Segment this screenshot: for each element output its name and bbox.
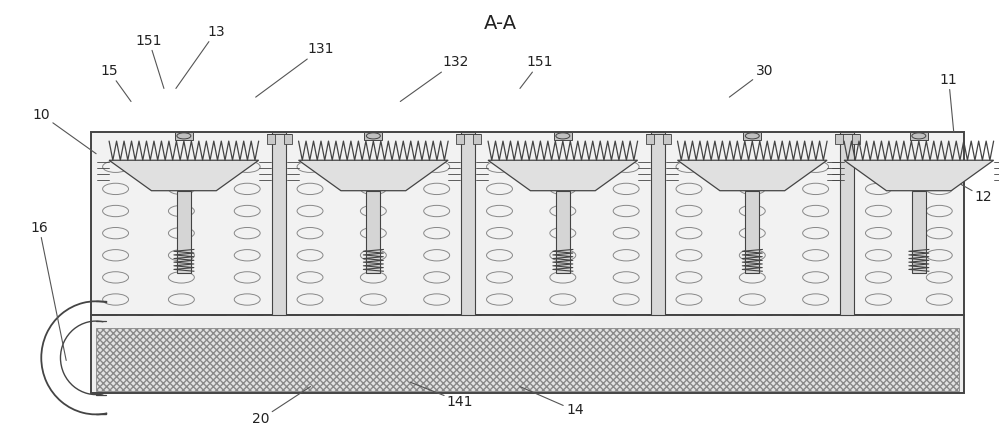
Bar: [461, 132, 475, 315]
Bar: [743, 132, 761, 140]
Bar: [910, 132, 928, 140]
Text: 20: 20: [252, 387, 311, 426]
Bar: [91, 132, 964, 315]
Text: 11: 11: [940, 73, 958, 132]
Bar: [646, 134, 654, 144]
Text: 10: 10: [32, 108, 96, 154]
Text: 16: 16: [30, 221, 66, 360]
Polygon shape: [299, 160, 448, 191]
Bar: [912, 191, 926, 273]
Polygon shape: [844, 160, 994, 191]
Bar: [473, 134, 481, 144]
Bar: [745, 191, 759, 273]
Bar: [554, 132, 572, 140]
Text: 30: 30: [729, 64, 773, 97]
Bar: [651, 132, 665, 315]
Bar: [91, 315, 964, 393]
Text: 13: 13: [176, 25, 225, 88]
Bar: [835, 134, 843, 144]
Bar: [267, 134, 275, 144]
Text: 15: 15: [100, 64, 131, 102]
Bar: [272, 132, 286, 315]
Bar: [366, 191, 380, 273]
Bar: [556, 191, 570, 273]
Bar: [663, 134, 671, 144]
Text: 14: 14: [520, 387, 584, 417]
Bar: [284, 134, 292, 144]
Text: 132: 132: [400, 55, 468, 102]
Text: 151: 151: [136, 34, 164, 88]
Bar: [364, 132, 382, 140]
Bar: [177, 191, 191, 273]
Text: 12: 12: [961, 184, 992, 204]
Polygon shape: [488, 160, 638, 191]
Text: 131: 131: [256, 42, 334, 97]
Bar: [840, 132, 854, 315]
Polygon shape: [109, 160, 259, 191]
Text: A-A: A-A: [483, 14, 517, 33]
Bar: [175, 132, 193, 140]
Text: 151: 151: [520, 55, 553, 88]
Bar: [852, 134, 860, 144]
Bar: [456, 134, 464, 144]
Polygon shape: [678, 160, 827, 191]
Text: 141: 141: [410, 382, 473, 409]
Bar: [96, 328, 959, 391]
